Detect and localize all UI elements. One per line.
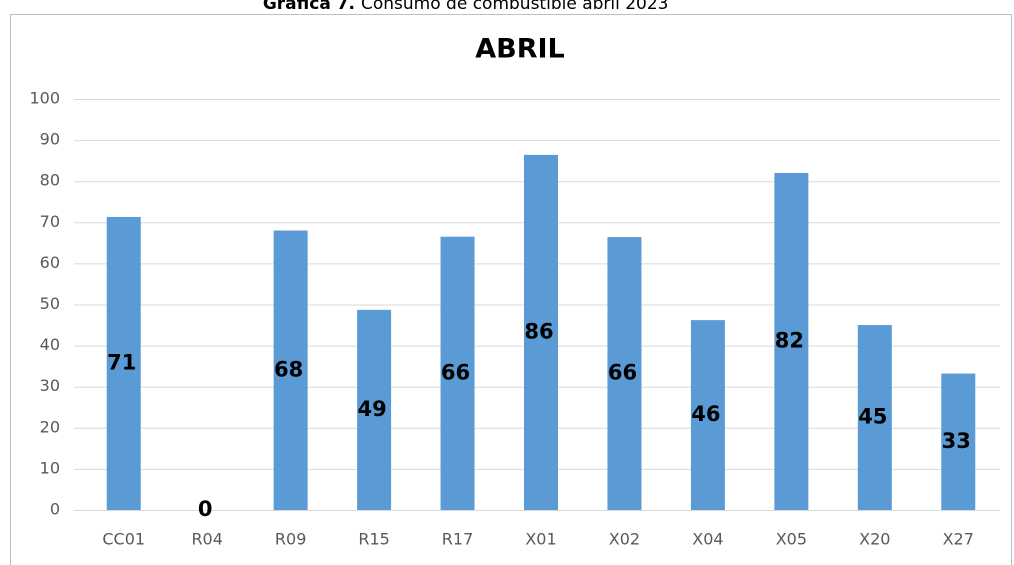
- y-tick-label: 100: [29, 89, 60, 108]
- bar: [106, 216, 141, 510]
- x-tick-label: R04: [191, 530, 222, 549]
- x-tick-label: R17: [442, 530, 473, 549]
- bar: [941, 373, 976, 510]
- bar: [774, 172, 809, 511]
- y-tick-label: 10: [40, 458, 60, 477]
- data-label: 66: [608, 361, 637, 385]
- data-label: 82: [775, 328, 804, 352]
- bar: [357, 309, 392, 510]
- data-label: 68: [274, 357, 303, 381]
- bar: [524, 154, 558, 510]
- chart-border: [10, 14, 1012, 565]
- y-tick-label: 80: [40, 171, 60, 190]
- y-tick-label: 70: [40, 212, 60, 231]
- data-label: 0: [198, 497, 213, 521]
- x-tick-label: X02: [609, 530, 640, 549]
- y-tick-label: 20: [40, 417, 60, 436]
- y-tick-label: 50: [40, 294, 60, 313]
- x-tick-label: R09: [275, 530, 306, 549]
- bar: [857, 325, 892, 510]
- x-tick-label: X27: [943, 530, 974, 549]
- caption-label: Gráfica 7.: [263, 0, 355, 14]
- caption: Consumo de combustible abril 2023: [361, 0, 669, 14]
- x-tick-label: X01: [525, 530, 556, 549]
- data-label: 49: [357, 397, 386, 421]
- y-tick-label: 90: [40, 130, 60, 149]
- x-tick-label: X20: [859, 530, 890, 549]
- x-tick-label: X05: [776, 530, 807, 549]
- data-label: 71: [107, 350, 136, 374]
- y-tick-label: 40: [40, 335, 60, 354]
- bar: [440, 236, 475, 510]
- data-label: 46: [691, 402, 720, 426]
- chart-title: ABRIL: [475, 34, 565, 65]
- data-label: 45: [858, 405, 887, 429]
- data-label: 66: [441, 360, 470, 384]
- data-label: 33: [942, 429, 971, 453]
- x-tick-label: X04: [692, 530, 723, 549]
- y-tick-label: 0: [50, 500, 60, 519]
- y-tick-label: 60: [40, 253, 60, 272]
- x-tick-label: R15: [358, 530, 389, 549]
- data-label: 86: [524, 319, 553, 343]
- x-tick-label: CC01: [102, 530, 145, 549]
- y-tick-label: 30: [40, 376, 60, 395]
- bar: [607, 237, 642, 510]
- bar: [690, 320, 725, 510]
- bar: [273, 230, 308, 510]
